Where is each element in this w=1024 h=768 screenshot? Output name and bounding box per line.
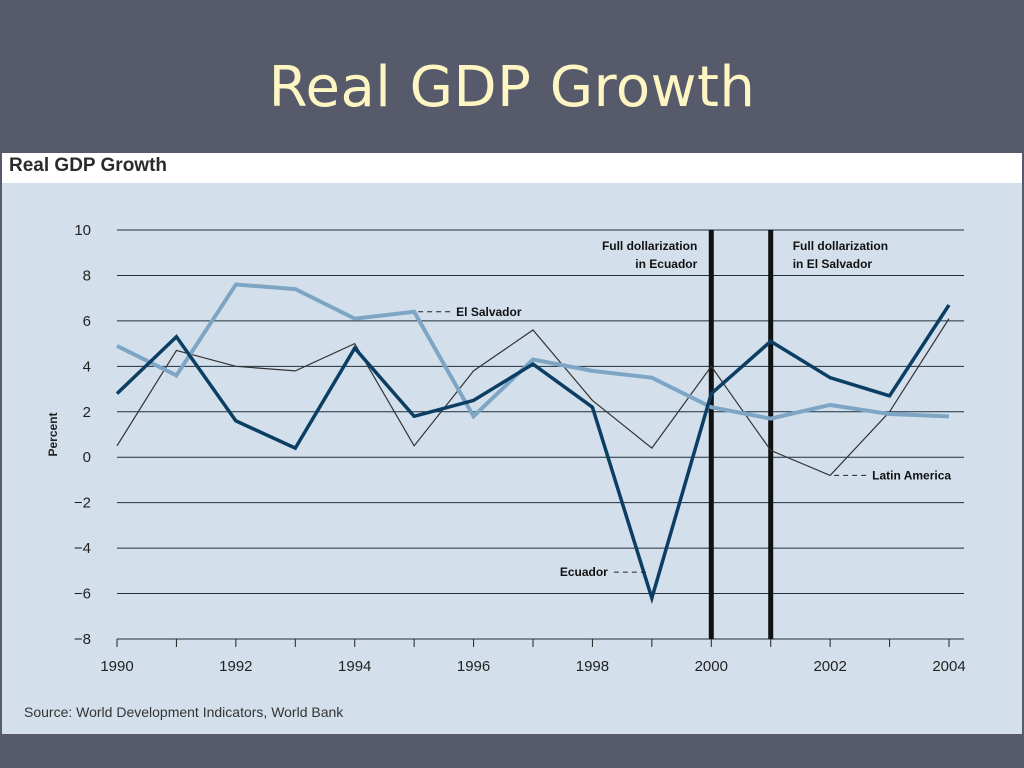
series-label: El Salvador [456, 305, 522, 319]
axis-layer: 10 8 6 4 2 0 −2 −4 −6 −8 Percent 1990 1992 1994 1996 19… [46, 222, 966, 675]
event-label: in Ecuador [635, 257, 697, 271]
x-tick-label: 1990 [100, 658, 133, 675]
x-tick-label: 1994 [338, 658, 371, 675]
chart-panel: Real GDP Growth 10 8 6 4 2 0 −2 −4 −6 −8 Percent 19… [2, 153, 1022, 734]
y-axis-label: Percent [46, 412, 60, 456]
label-layer: Full dollarization in Ecuador Full dollari… [418, 239, 951, 579]
series-line-el-salvador [116, 282, 950, 421]
y-tick-label: 4 [83, 358, 91, 375]
x-tick-label: 1996 [457, 658, 490, 675]
y-tick-label: −6 [74, 586, 91, 603]
x-tick-label: 2004 [932, 658, 965, 675]
y-tick-label: 2 [83, 404, 91, 421]
y-tick-label: −2 [74, 495, 91, 512]
slide-title: Real GDP Growth [268, 55, 756, 120]
y-tick-label: 0 [83, 449, 91, 466]
y-tick-label: 10 [74, 222, 91, 239]
x-tick-label: 2002 [813, 658, 846, 675]
source-note: Source: World Development Indicators, Wo… [24, 704, 344, 720]
panel-header: Real GDP Growth [2, 153, 1022, 183]
event-label: in El Salvador [793, 257, 873, 271]
x-tick-label: 1992 [219, 658, 252, 675]
event-label: Full dollarization [793, 239, 888, 253]
series-layer [115, 282, 951, 605]
y-tick-label: 8 [83, 267, 91, 284]
series-label: Ecuador [560, 565, 608, 579]
x-tick-label: 2000 [695, 658, 728, 675]
event-label: Full dollarization [602, 239, 697, 253]
panel-title: Real GDP Growth [9, 155, 168, 176]
series-label: Latin America [872, 468, 951, 482]
grid-layer [117, 229, 964, 640]
line-chart: 10 8 6 4 2 0 −2 −4 −6 −8 Percent 1990 1992 1994 1996 19… [46, 222, 966, 675]
y-tick-label: −4 [74, 540, 91, 557]
series-line-ecuador [115, 304, 951, 605]
series-line-latin-america [116, 318, 950, 477]
y-tick-label: −8 [74, 631, 91, 648]
event-layer [708, 230, 774, 639]
y-tick-label: 6 [83, 313, 91, 330]
x-tick-label: 1998 [576, 658, 609, 675]
